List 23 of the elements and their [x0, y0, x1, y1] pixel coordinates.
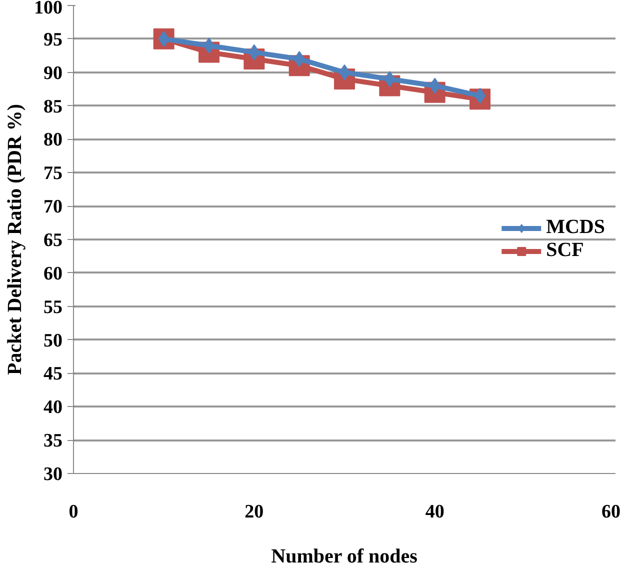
x-tick-label: 20	[244, 502, 264, 522]
legend-label: MCDS	[546, 216, 605, 239]
y-tick-label: 35	[44, 430, 62, 452]
y-axis-title: Packet Delivery Ratio (PDR %)	[4, 104, 26, 376]
y-tick-label: 95	[44, 29, 62, 50]
y-tick-label: 55	[44, 296, 62, 318]
y-tick-label: 40	[44, 397, 62, 418]
y-tick-label: 85	[44, 96, 62, 118]
y-tick-label: 80	[44, 130, 62, 151]
y-tick-label: 90	[44, 62, 62, 84]
x-tick-label: 60	[602, 502, 620, 522]
y-tick-label: 30	[44, 464, 62, 485]
x-axis-title: Number of nodes	[271, 546, 418, 568]
y-tick-label: 60	[44, 263, 62, 284]
y-tick-label: 45	[44, 364, 62, 385]
legend-label: SCF	[546, 239, 584, 262]
x-tick-label: 0	[68, 502, 78, 522]
y-tick-label: 50	[44, 330, 62, 352]
y-tick-label: 65	[44, 230, 62, 251]
y-tick-label: 70	[44, 196, 62, 218]
y-tick-label: 75	[44, 163, 62, 184]
x-tick-label: 40	[425, 502, 444, 522]
y-tick-label: 100	[34, 0, 62, 18]
